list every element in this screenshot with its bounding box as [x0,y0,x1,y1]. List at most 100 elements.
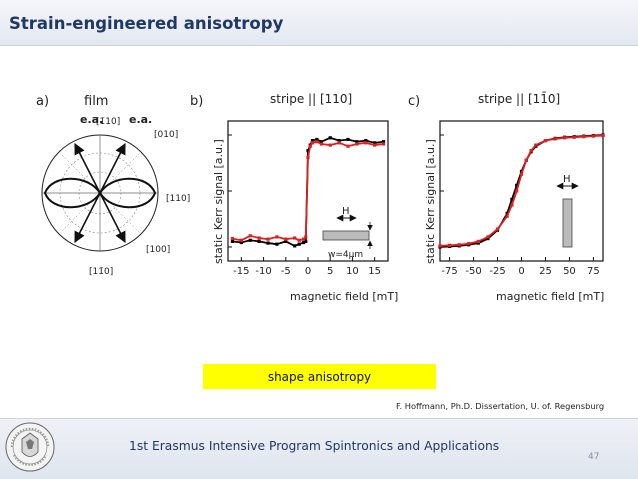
panel-b-series-2-point [239,238,243,242]
panel-c-xtick-label: -50 [465,266,481,277]
panel-c-xtick-label: 0 [518,266,524,277]
page-number: 47 [588,452,600,462]
direction-bottom-label: [11̄0] [89,267,113,277]
panel-b-series-2-point [381,142,386,146]
panel-c-xtick-label: 25 [539,266,552,277]
panel-c-series-2-point [534,143,538,147]
panel-c-xtick-label: 75 [587,266,600,277]
panel-b-series-1-point [293,244,297,248]
panel-b-series-2-point [306,155,310,159]
shape-anisotropy-highlight: shape anisotropy [203,364,436,389]
panel-c-series-2-point [438,244,442,248]
inset-c-stripe [562,198,573,248]
panel-b-series-2-point [373,143,377,147]
panel-b-data [230,136,386,248]
footer-bar [0,418,638,479]
panel-c-series-1-point [476,241,480,245]
panel-c-plot-frame [439,120,604,262]
panel-c-title: stripe || [11̄0] [478,92,560,106]
panel-b-title: stripe || [110] [270,92,352,106]
panel-c-series-2-point [505,214,509,218]
panel-b-series-1-point [346,137,350,142]
panel-c-xlabel: magnetic field [mT] [496,290,604,303]
panel-b-series-2-point [346,144,350,148]
panel-b-xtick-label: -10 [255,266,271,277]
panel-b-series-1-point [319,140,323,144]
panel-c-series-2-point [591,134,596,138]
panel-a-label: a) [36,94,49,109]
panel-c-label: c) [408,94,420,109]
panel-c-series-2-point [447,243,452,247]
panel-c-series-2-point [563,136,567,140]
panel-c-series-1-point [515,183,519,187]
panel-b-series-1-point [328,136,332,140]
panel-b-series-1-point [275,242,279,246]
panel-c-series-2-point [601,133,605,138]
panel-b-series-2-point [248,234,252,238]
panel-b-series-1-point [381,140,386,144]
panel-b-xtick-label: 10 [346,266,359,277]
title-bar [0,0,638,46]
panel-c-series-2-point [515,189,519,193]
panel-b-series-1-point [266,241,270,245]
panel-b-series-2-point [319,142,323,146]
panel-a-title: film [84,94,108,109]
direction-110-label: [110] [166,194,190,204]
panel-c-series-2-point [510,203,514,207]
panel-c-series-2-point [553,137,557,141]
panel-b-series-1-point [315,137,319,142]
panel-c-series-2-point [529,149,533,153]
panel-b-ylabel: static Kerr signal [a.u.] [212,139,225,264]
easy-axis-right-label: e.a. [129,113,152,126]
panel-b-series-1-point [301,240,306,245]
panel-c-series-2-point [572,135,576,139]
panel-b-series-1-point [284,239,288,243]
panel-c-series-1-point [505,211,509,215]
panel-b-xlabel: magnetic field [mT] [290,290,398,303]
panel-a: a) film e.a. e.a. [1̄10] [010] [110] [10… [36,94,190,277]
panel-c-series-2-line [439,134,604,247]
panel-b-series-2-point [328,143,332,147]
panel-c-xtick-label: 50 [563,266,576,277]
panel-c-series-2-point [495,227,500,231]
panel-b-series-2-point [310,141,315,145]
panel-b-series-1-point [306,149,310,153]
panel-c-series-2-point [582,135,586,139]
panel-c-series-1-point [510,197,514,201]
panel-c-xticks: -75 -50 -25 0 25 50 75 [440,134,600,277]
panel-b-series-1-point [337,139,341,143]
direction-top-label: [1̄10] [96,117,120,127]
panel-b-series-1-point [297,242,301,246]
panel-c-series-1-line [439,134,604,248]
panel-b-xtick-label: 15 [368,266,381,277]
panel-b-series-2-point [315,140,319,144]
panel-b-series-2-point [301,237,306,241]
direction-010-label: [010] [154,130,178,140]
panel-b-series-2-point [304,235,308,239]
panel-b-series-2-point [337,141,341,145]
panel-b-xtick-label: 0 [305,266,311,277]
panel-b-xticks: -15 -10 -5 0 5 10 15 [228,134,381,277]
inset-c-field-label: H [563,174,571,185]
easy-axis-arrow-down-right [99,192,126,243]
panel-b-label: b) [190,94,203,109]
inset-b-width-label: w=4μm [328,250,363,260]
panel-b-series-2-point [308,144,312,148]
panel-b-series-1-point [230,239,235,243]
panel-b-series-2-point [293,236,297,240]
direction-100-label: [100] [146,245,170,255]
panel-b-series-1-point [257,239,261,243]
panel-b-series-2-point [266,237,270,241]
panel-c-series-2-point [486,235,490,239]
panel-b-series-2-point [355,142,359,146]
easy-axis-arrow-down-left [74,192,101,243]
panel-b-series-2-point [230,237,235,241]
panel-b-series-1-point [355,140,359,144]
figure: a) film e.a. e.a. [1̄10] [010] [110] [10… [30,88,620,313]
panel-c-xtick-label: -25 [489,266,505,277]
inset-b-stripe [322,230,370,241]
panel-b-xtick-label: 5 [327,266,333,277]
panel-c-series-2-point [519,172,524,176]
footer-text: 1st Erasmus Intensive Program Spintronic… [129,439,500,453]
panel-b: b) stripe || [110] static Kerr signal [a… [190,92,398,303]
